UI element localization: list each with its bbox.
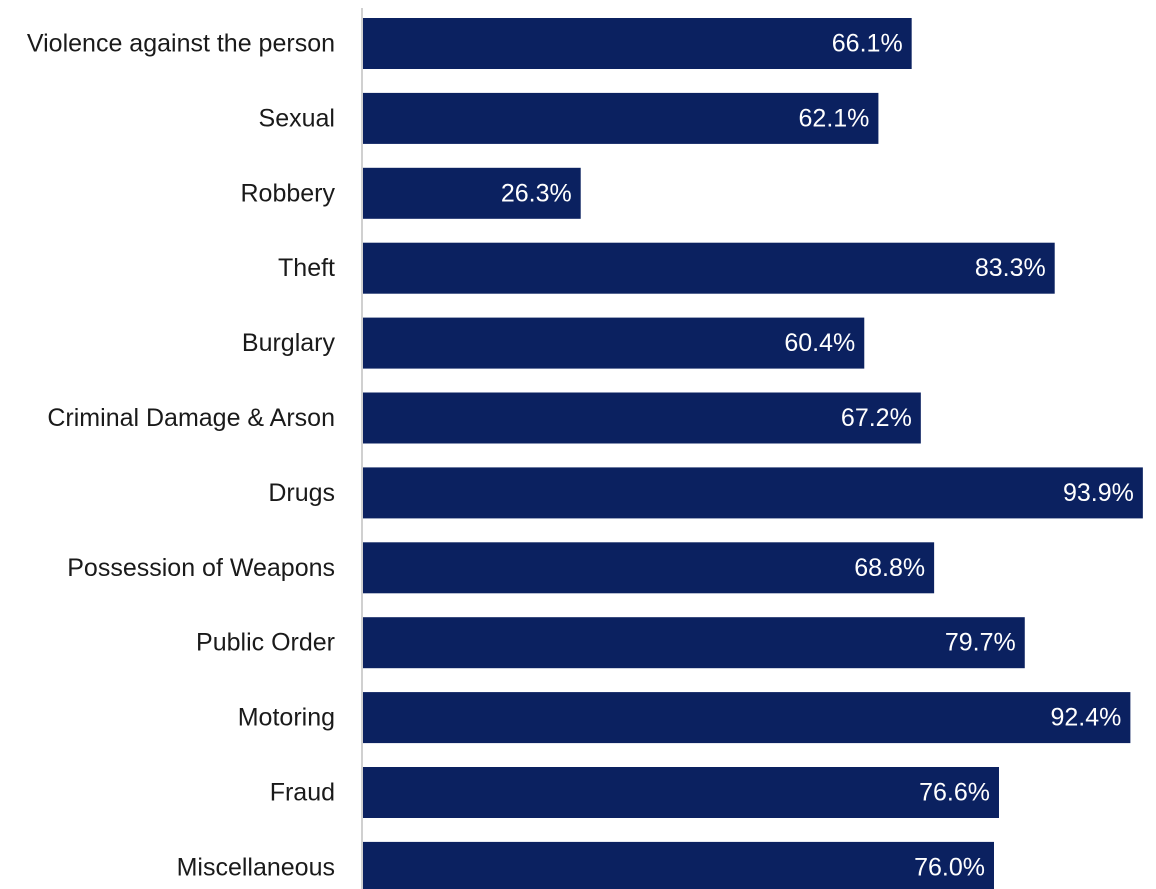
bar — [363, 92, 879, 144]
bar-value-label: 66.1% — [832, 30, 903, 58]
bar — [363, 392, 921, 444]
category-label: Robbery — [241, 179, 336, 207]
category-label: Possession of Weapons — [67, 554, 335, 582]
bar — [363, 617, 1025, 669]
bar-value-label: 93.9% — [1063, 479, 1134, 507]
category-label: Sexual — [259, 104, 335, 132]
bar — [363, 467, 1143, 519]
category-label: Miscellaneous — [177, 853, 335, 881]
bar — [363, 242, 1055, 294]
bar — [363, 692, 1131, 744]
bar-value-label: 67.2% — [841, 404, 912, 432]
category-labels: Violence against the person Sexual Robbery… — [27, 30, 336, 882]
category-label: Criminal Damage & Arson — [47, 404, 335, 432]
value-labels: 66.1% 62.1% 26.3% 83.3% 60.4% 67.2% 93.9% 68.8%… — [501, 30, 1134, 882]
bar — [363, 18, 912, 69]
category-label: Drugs — [268, 479, 335, 507]
bar-value-label: 26.3% — [501, 179, 572, 207]
bar-value-label: 62.1% — [799, 104, 870, 132]
category-label: Theft — [278, 254, 335, 282]
bars — [363, 18, 1143, 889]
bar — [363, 167, 581, 219]
category-label: Motoring — [238, 704, 335, 732]
category-label: Public Order — [196, 629, 335, 657]
bar-value-label: 83.3% — [975, 254, 1046, 282]
category-label: Burglary — [242, 329, 336, 357]
category-label: Violence against the person — [27, 30, 335, 58]
bar — [363, 317, 865, 369]
bar — [363, 767, 999, 818]
bar-value-label: 60.4% — [784, 329, 855, 357]
bar — [363, 542, 935, 594]
bar-value-label: 76.6% — [919, 779, 990, 807]
bar-value-label: 76.0% — [914, 853, 985, 881]
bar-value-label: 68.8% — [854, 554, 925, 582]
category-label: Fraud — [270, 779, 335, 807]
bar-value-label: 92.4% — [1050, 704, 1121, 732]
bar-value-label: 79.7% — [945, 629, 1016, 657]
bar — [363, 841, 994, 889]
